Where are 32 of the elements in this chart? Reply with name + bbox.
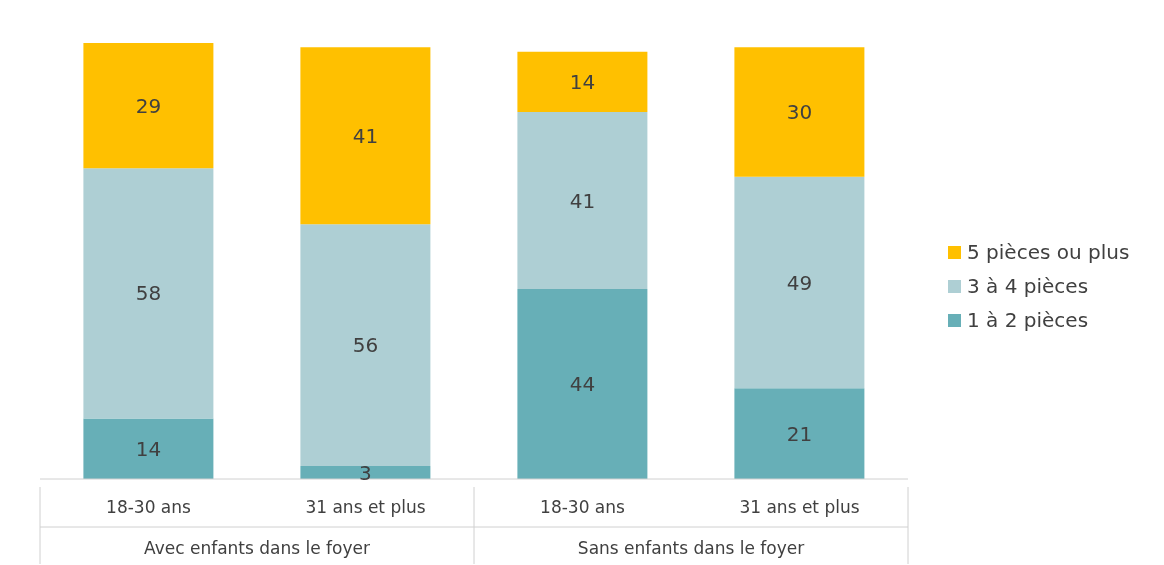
text: Sans enfants dans le foyer	[577, 538, 805, 558]
data-label: 41	[352, 123, 379, 148]
bar	[517, 112, 648, 290]
bar	[300, 224, 431, 467]
data-label: 49	[786, 270, 813, 295]
data-label: 3	[359, 460, 372, 485]
bar	[83, 168, 214, 419]
bar	[83, 418, 214, 479]
x-tick-label: 18-30 ans	[540, 497, 626, 517]
data-label: 29	[135, 93, 162, 118]
x-tick-label: 31 ans et plus	[305, 497, 426, 517]
data-label: 30	[786, 100, 813, 125]
data-label: 21	[786, 421, 813, 446]
legend-label: 1 à 2 pièces	[967, 308, 1089, 332]
legend-label: 5 pièces ou plus	[967, 240, 1130, 264]
x-tick-label: 31 ans et plus	[739, 497, 860, 517]
data-label: 58	[135, 281, 162, 306]
bar	[83, 43, 214, 169]
bar	[300, 47, 431, 225]
data-label: 56	[352, 333, 379, 358]
bar	[517, 51, 648, 113]
bar	[734, 176, 865, 389]
data-label: 14	[135, 436, 162, 461]
bar	[734, 388, 865, 479]
text: Avec enfants dans le foyer	[144, 538, 370, 558]
x-tick-label: 18-30 ans	[106, 497, 192, 517]
data-label: 14	[569, 69, 596, 94]
data-label: 44	[569, 372, 596, 397]
data-label: 41	[569, 188, 596, 213]
legend-label: 3 à 4 pièces	[967, 274, 1089, 298]
bar	[517, 289, 648, 479]
bar	[734, 47, 865, 177]
